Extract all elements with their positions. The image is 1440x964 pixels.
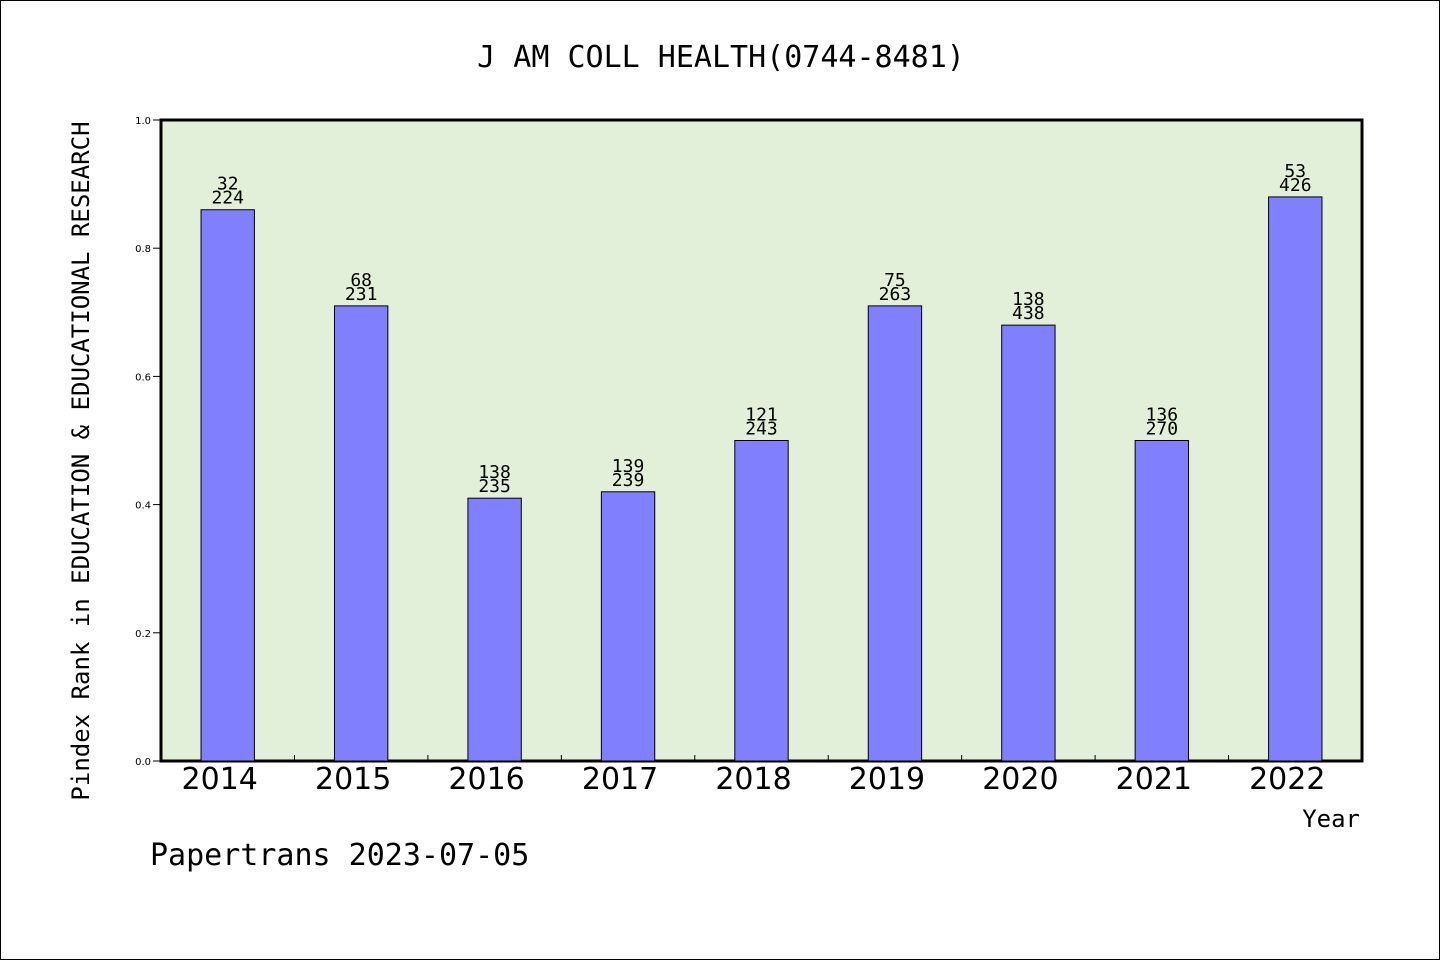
bar-2018	[734, 440, 789, 762]
bar-2016	[467, 497, 522, 762]
bar-2020	[1001, 324, 1056, 762]
y-ticks-group: 0.0 0.2 0.4 0.6 0.8 1.0	[135, 116, 161, 768]
bar-total-label-2020: 438	[1012, 303, 1045, 324]
bar-total-label-2019: 263	[879, 284, 912, 305]
bar-rank-label-2019: 75	[884, 270, 906, 291]
x-tick-label-2017: 2017	[582, 762, 658, 797]
y-tick-label: 0.6	[135, 372, 151, 383]
x-ticks-group: 2014 2015 2016 2017 2018 2019 2020 2021 2022	[182, 755, 1325, 797]
bar-total-label-2018: 243	[745, 419, 778, 440]
bar-rank-label-2020: 138	[1012, 289, 1045, 310]
chart-title: J AM COLL HEALTH(0744-8481)	[477, 40, 965, 75]
bar-total-label-2022: 426	[1279, 175, 1312, 196]
bar-rank-label-2015: 68	[350, 270, 372, 291]
bar-total-label-2016: 235	[478, 476, 511, 497]
x-tick-label-2014: 2014	[182, 762, 258, 797]
y-tick-label: 0.0	[135, 757, 151, 768]
bar-2019	[867, 305, 923, 762]
x-tick-label-2022: 2022	[1249, 762, 1325, 797]
x-tick-label-2015: 2015	[315, 762, 391, 797]
bar-2021	[1134, 440, 1190, 762]
bar-2017	[600, 491, 656, 762]
bar-rank-label-2016: 138	[478, 462, 511, 483]
x-axis-label: Year	[1302, 805, 1360, 833]
bar-total-label-2017: 239	[612, 470, 645, 491]
bar-total-label-2021: 270	[1146, 419, 1179, 440]
x-tick-label-2021: 2021	[1116, 762, 1192, 797]
bar-rank-label-2017: 139	[612, 456, 645, 477]
y-tick-label: 0.4	[135, 501, 151, 512]
bar-total-label-2015: 231	[345, 284, 378, 305]
footer-text: Papertrans 2023-07-05	[150, 838, 529, 873]
bar-2015	[333, 305, 389, 762]
x-tick-label-2019: 2019	[849, 762, 925, 797]
bar-rank-label-2022: 53	[1284, 161, 1306, 182]
bars-group	[200, 196, 1323, 762]
bar-rank-label-2014: 32	[217, 174, 239, 195]
y-tick-label: 0.2	[135, 629, 151, 640]
y-axis-label: Pindex Rank in EDUCATION & EDUCATIONAL R…	[67, 121, 95, 800]
bar-total-label-2014: 224	[211, 188, 244, 209]
x-tick-label-2020: 2020	[982, 762, 1058, 797]
x-tick-label-2016: 2016	[448, 762, 524, 797]
bar-2014	[200, 209, 255, 762]
bar-rank-label-2018: 121	[745, 405, 778, 426]
y-tick-label: 0.8	[135, 244, 151, 255]
y-tick-label: 1.0	[135, 116, 151, 127]
bar-2022	[1268, 196, 1323, 762]
bar-rank-label-2021: 136	[1146, 405, 1179, 426]
x-tick-label-2018: 2018	[715, 762, 791, 797]
